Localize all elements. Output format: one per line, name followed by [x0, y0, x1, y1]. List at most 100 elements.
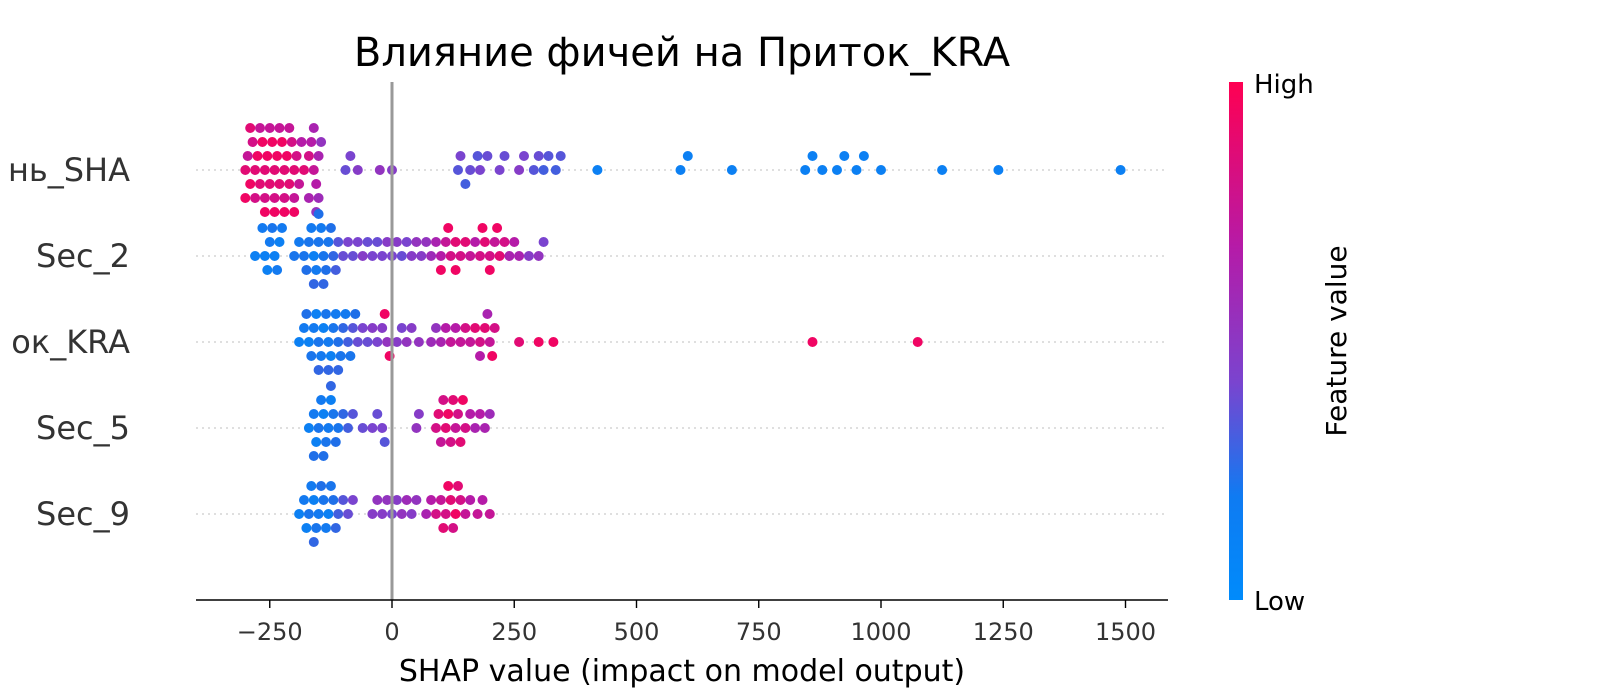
shap-point: [438, 523, 449, 533]
shap-point: [411, 237, 422, 247]
shap-point: [550, 165, 561, 175]
shap-point: [311, 179, 322, 189]
shap-point: [318, 279, 329, 289]
shap-point: [313, 209, 324, 219]
shap-point: [303, 237, 314, 247]
shap-point: [306, 351, 317, 361]
shap-point: [374, 165, 385, 175]
shap-point: [362, 237, 373, 247]
shap-point: [817, 165, 828, 175]
shap-point: [294, 237, 305, 247]
shap-point: [357, 323, 368, 333]
shap-point: [323, 365, 334, 375]
shap-point: [484, 337, 495, 347]
shap-point: [299, 251, 309, 261]
shap-point: [347, 409, 358, 419]
shap-point: [377, 423, 388, 433]
shap-point: [426, 337, 437, 347]
shap-point: [482, 309, 493, 319]
shap-point: [281, 151, 292, 161]
shap-point: [443, 223, 454, 233]
shap-point: [352, 337, 363, 347]
shap-point: [379, 309, 390, 319]
shap-point: [858, 151, 869, 161]
shap-point: [347, 323, 358, 333]
shap-point: [460, 179, 471, 189]
shap-point: [533, 337, 544, 347]
shap-point: [299, 165, 309, 175]
shap-point: [335, 351, 346, 361]
shap-point: [514, 251, 525, 261]
shap-point: [533, 251, 544, 261]
shap-point: [323, 237, 334, 247]
shap-point: [308, 451, 319, 461]
shap-point: [445, 337, 456, 347]
shap-point: [303, 193, 314, 203]
shap-point: [406, 251, 417, 261]
shap-point: [457, 395, 468, 405]
shap-point: [316, 395, 327, 405]
shap-point: [316, 223, 327, 233]
shap-point: [475, 409, 485, 419]
shap-point: [299, 323, 309, 333]
shap-point: [472, 509, 483, 519]
shap-point: [267, 137, 278, 147]
shap-point: [440, 323, 451, 333]
shap-point: [543, 151, 554, 161]
shap-point: [555, 151, 566, 161]
colorbar: [1229, 82, 1243, 600]
shap-point: [323, 423, 334, 433]
shap-point: [294, 337, 305, 347]
shap-point: [269, 251, 280, 261]
shap-point: [514, 337, 525, 347]
shap-point: [482, 151, 493, 161]
shap-point: [499, 151, 510, 161]
shap-point: [479, 323, 490, 333]
shap-point: [308, 537, 319, 547]
shap-point: [259, 165, 270, 175]
shap-point: [487, 351, 498, 361]
shap-point: [411, 495, 422, 505]
shap-point: [308, 165, 319, 175]
shap-point: [372, 337, 383, 347]
shap-point: [494, 251, 505, 261]
shap-point: [494, 165, 505, 175]
shap-point: [274, 237, 285, 247]
shap-point: [509, 237, 520, 247]
shap-point: [343, 423, 353, 433]
shap-point: [479, 237, 490, 247]
shap-point: [279, 207, 290, 217]
shap-point: [306, 137, 317, 147]
shap-point: [382, 337, 393, 347]
shap-point: [411, 423, 422, 433]
shap-point: [321, 265, 331, 275]
shap-point: [377, 509, 388, 519]
shap-point: [296, 137, 307, 147]
shap-point: [499, 237, 510, 247]
shap-point: [250, 193, 261, 203]
shap-point: [401, 237, 412, 247]
shap-point: [592, 165, 603, 175]
shap-point: [321, 309, 331, 319]
shap-point: [675, 165, 686, 175]
shap-point: [313, 365, 324, 375]
shap-point: [318, 409, 329, 419]
feature-rows: нь_SHA Sec_2 ок_KRA Sec_5 Sec_9: [8, 151, 1168, 533]
shap-point: [460, 323, 471, 333]
shap-point: [318, 451, 329, 461]
shap-point: [308, 323, 319, 333]
shap-point: [308, 251, 319, 261]
shap-point: [470, 423, 481, 433]
shap-point: [465, 165, 476, 175]
shap-point: [438, 395, 449, 405]
shap-point: [472, 151, 483, 161]
shap-point: [372, 495, 383, 505]
x-tick-label: 1000: [850, 618, 911, 646]
shap-point: [313, 337, 324, 347]
shap-point: [993, 165, 1004, 175]
shap-point: [301, 309, 312, 319]
shap-point: [443, 481, 454, 491]
shap-point: [726, 165, 737, 175]
shap-point: [396, 323, 407, 333]
shap-point: [338, 251, 349, 261]
